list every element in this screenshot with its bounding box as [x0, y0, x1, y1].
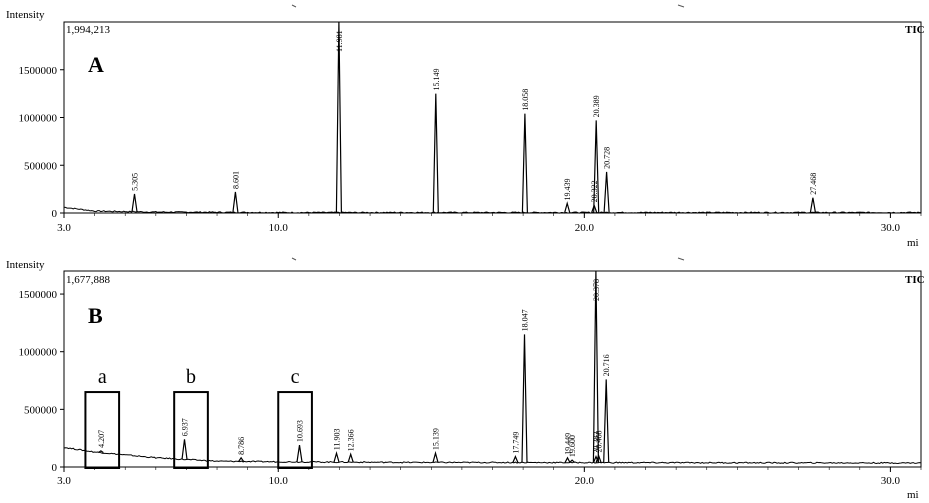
- peak-mark: [569, 459, 576, 464]
- peak-label: 20.468: [595, 430, 604, 452]
- peak-mark: [809, 197, 816, 213]
- header-artifact: [291, 257, 297, 261]
- peak-mark: [593, 120, 600, 213]
- panel-label: A: [88, 52, 104, 77]
- peak-label: 10.693: [295, 420, 304, 442]
- peak-mark: [347, 452, 354, 463]
- peak-label: 19.449: [563, 433, 572, 455]
- baseline-trace: [63, 447, 922, 465]
- peak-label: 20.389: [592, 95, 601, 117]
- y-tick-label: 1500000: [19, 65, 58, 77]
- peak-mark: [335, 21, 342, 213]
- peak-mark: [521, 113, 528, 213]
- y-axis-label: Intensity: [6, 9, 45, 21]
- y-tick-label: 0: [52, 208, 58, 220]
- peak-label: 15.139: [431, 428, 440, 450]
- peak-label: 5.305: [131, 173, 140, 191]
- x-tick-label: 3.0: [57, 222, 71, 234]
- peak-mark: [592, 455, 600, 463]
- peak-label: 11.981: [335, 30, 344, 52]
- peak-label: 8.786: [237, 437, 246, 455]
- peak-label: 4.207: [97, 430, 106, 448]
- panel-label: B: [88, 303, 103, 328]
- peak-mark: [595, 453, 602, 463]
- x-tick-label: 10.0: [269, 222, 289, 234]
- baseline-trace: [63, 206, 922, 214]
- highlight-region-label: a: [98, 366, 107, 388]
- peak-mark: [432, 450, 439, 463]
- highlight-region-box: [277, 391, 313, 470]
- x-tick-label: 3.0: [57, 475, 71, 487]
- highlight-region-label: c: [291, 366, 300, 388]
- peak-label: 20.383: [592, 432, 601, 454]
- x-axis-unit-label: mi: [907, 489, 919, 501]
- header-artifact: [677, 257, 685, 261]
- highlight-region-box: [84, 391, 121, 470]
- x-tick-label: 30.0: [881, 475, 901, 487]
- x-axis-unit-label: mi: [907, 237, 919, 249]
- peak-label: 15.149: [432, 69, 441, 91]
- peak-mark: [603, 379, 610, 463]
- highlight-region-label: b: [186, 366, 196, 388]
- peak-label: 6.937: [181, 418, 190, 436]
- peak-mark: [181, 439, 188, 460]
- header-artifact: [677, 4, 685, 8]
- header-artifact: [291, 4, 297, 8]
- trace-label: TIC: [905, 24, 925, 36]
- peak-mark: [512, 455, 519, 463]
- max-intensity-label: 1,994,213: [66, 24, 111, 36]
- peak-mark: [98, 450, 104, 454]
- peak-mark: [592, 270, 599, 463]
- peak-mark: [521, 334, 528, 463]
- peak-label: 12.366: [347, 429, 356, 451]
- peak-mark: [296, 445, 303, 462]
- peak-mark: [432, 93, 439, 213]
- max-intensity-label: 1,677,888: [66, 274, 111, 286]
- peak-mark: [238, 456, 245, 462]
- x-tick-label: 20.0: [575, 222, 595, 234]
- y-tick-label: 1500000: [19, 289, 58, 301]
- peak-mark: [232, 191, 239, 213]
- peak-mark: [564, 456, 571, 463]
- peak-mark: [564, 201, 571, 213]
- plot-frame: [63, 21, 922, 214]
- peak-label: 18.058: [521, 89, 530, 111]
- peak-label: 19.439: [563, 178, 572, 200]
- peak-label: 27.468: [809, 173, 818, 195]
- trace-label: TIC: [905, 274, 925, 286]
- y-tick-label: 1000000: [19, 113, 58, 125]
- y-tick-label: 500000: [24, 160, 58, 172]
- peak-label: 20.728: [603, 147, 612, 169]
- y-tick-label: 500000: [24, 404, 58, 416]
- peak-label: 20.378: [592, 279, 601, 301]
- x-tick-label: 30.0: [881, 222, 901, 234]
- peak-label: 11.903: [332, 429, 341, 451]
- peak-mark: [131, 193, 138, 212]
- y-axis-label: Intensity: [6, 259, 45, 271]
- peak-label: 18.047: [521, 309, 530, 331]
- peak-label: 17.749: [511, 432, 520, 454]
- x-tick-label: 10.0: [269, 475, 289, 487]
- peak-mark: [333, 450, 340, 463]
- highlight-region-box: [173, 391, 209, 470]
- y-tick-label: 0: [52, 462, 58, 474]
- peak-label: 19.600: [568, 435, 577, 457]
- x-tick-label: 20.0: [575, 475, 595, 487]
- peak-label: 8.601: [231, 171, 240, 189]
- y-tick-label: 1000000: [19, 347, 58, 359]
- peak-mark: [603, 171, 610, 213]
- peak-label: 20.716: [602, 354, 611, 376]
